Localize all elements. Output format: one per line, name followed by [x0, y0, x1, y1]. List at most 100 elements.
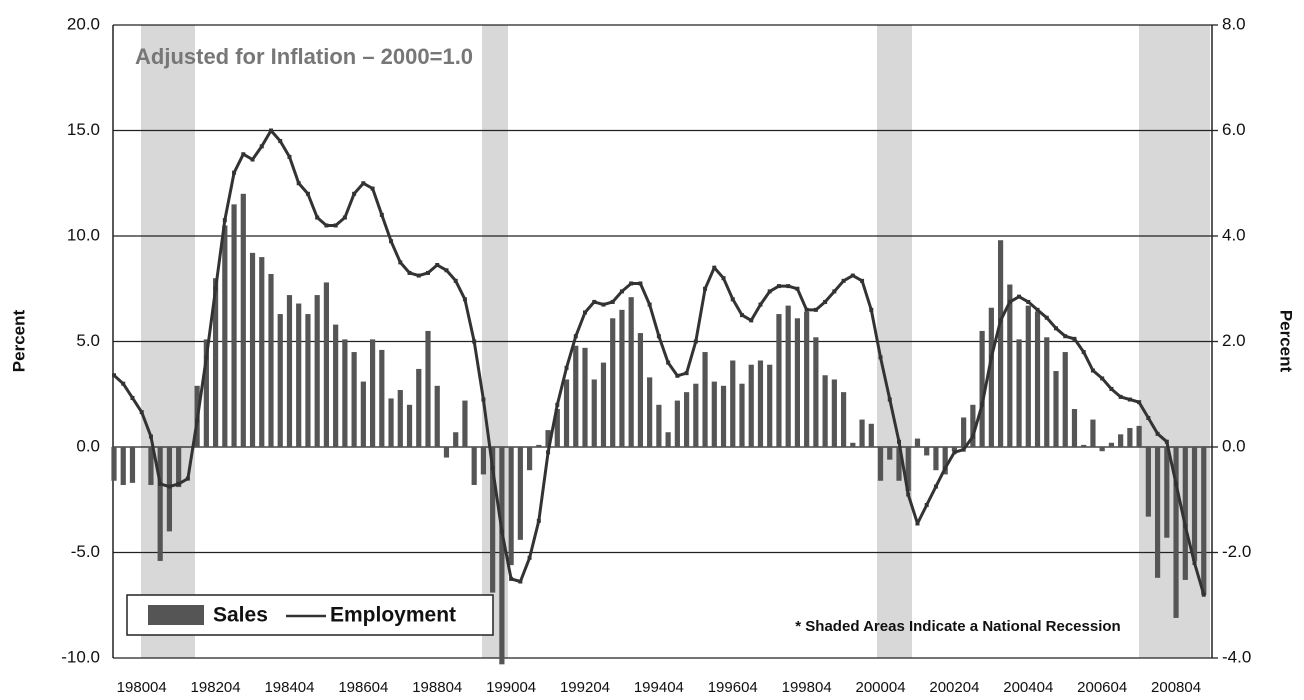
line-point	[1081, 350, 1086, 355]
bar	[831, 379, 837, 447]
line-point	[259, 144, 264, 149]
bar	[397, 390, 403, 447]
bar	[776, 314, 782, 447]
bar	[970, 404, 976, 447]
bar	[268, 273, 274, 447]
line-point	[1155, 431, 1160, 436]
line-point	[813, 307, 818, 312]
bar	[942, 447, 948, 475]
bar	[1044, 337, 1050, 447]
line-point	[1164, 439, 1169, 444]
bar	[129, 447, 136, 483]
line-point	[924, 503, 929, 508]
bar	[887, 447, 893, 460]
line-point	[462, 297, 467, 302]
bar	[924, 447, 930, 456]
line-point	[453, 278, 458, 283]
bar	[988, 307, 994, 447]
marks	[111, 128, 1207, 665]
line-point	[887, 397, 892, 402]
bar	[1053, 371, 1059, 447]
line-point	[1017, 294, 1022, 299]
bar	[111, 447, 117, 481]
bar	[683, 392, 690, 447]
bar	[868, 423, 874, 447]
bar	[1108, 442, 1115, 447]
bar	[1071, 409, 1078, 447]
x-tick-label: 199404	[634, 679, 684, 696]
bar	[637, 333, 644, 447]
bar	[628, 297, 634, 447]
line-point	[592, 299, 597, 304]
y2-tick-label: -2.0	[1222, 542, 1251, 561]
line-point	[1201, 592, 1206, 597]
line-point	[841, 278, 846, 283]
line-point	[1007, 299, 1012, 304]
line-point	[943, 466, 948, 471]
bar	[610, 318, 616, 447]
line-point	[804, 307, 809, 312]
line-point	[952, 450, 957, 455]
bar	[1136, 425, 1142, 447]
line-point	[361, 181, 366, 186]
line-point	[352, 191, 357, 196]
bar	[840, 392, 847, 447]
bar	[573, 345, 579, 447]
line-point	[509, 576, 514, 581]
line-point	[435, 263, 440, 268]
bar	[730, 360, 736, 447]
bar	[286, 295, 293, 447]
y-tick-label: 10.0	[67, 225, 100, 244]
bar	[1062, 352, 1068, 447]
line-point	[703, 286, 708, 291]
line-point	[527, 555, 532, 560]
y-tick-label: 5.0	[76, 331, 100, 350]
line-point	[204, 355, 209, 360]
x-tick-label: 198004	[117, 679, 167, 696]
bar	[1099, 447, 1105, 452]
legend: Sales Employment	[126, 594, 494, 636]
bar	[536, 444, 542, 447]
x-tick-label: 200004	[855, 679, 905, 696]
line-point	[555, 402, 560, 407]
line-point	[472, 339, 477, 344]
bar	[739, 383, 745, 447]
line-point	[1118, 394, 1123, 399]
y-tick-label: 20.0	[67, 14, 100, 33]
x-tick-label: 200204	[929, 679, 979, 696]
line-point	[647, 302, 652, 307]
line-point	[1072, 336, 1077, 341]
bar	[877, 447, 884, 481]
bar	[249, 252, 256, 447]
bar	[351, 352, 357, 447]
x-tick-label: 199804	[782, 679, 832, 696]
x-tick-label: 198404	[264, 679, 314, 696]
line-point	[148, 434, 153, 439]
line-point	[758, 302, 763, 307]
line-point	[980, 402, 985, 407]
line-point	[832, 289, 837, 294]
line-point	[1063, 334, 1068, 339]
line-point	[518, 579, 523, 584]
line-point	[536, 518, 541, 523]
bar	[961, 417, 967, 447]
bar	[240, 193, 246, 447]
line-point	[906, 492, 911, 497]
bar	[166, 447, 173, 532]
bar	[526, 447, 533, 471]
bar	[1154, 447, 1161, 578]
bar	[499, 447, 505, 665]
bar	[471, 447, 477, 485]
bar	[804, 311, 810, 447]
line-point	[749, 318, 754, 323]
line-point	[915, 521, 920, 526]
line-point	[139, 410, 144, 415]
bar	[508, 447, 514, 566]
line-point	[740, 313, 744, 318]
line-point	[167, 484, 172, 489]
bar	[277, 314, 283, 447]
bar	[314, 295, 320, 447]
line-point	[1109, 386, 1114, 391]
bar	[296, 303, 302, 447]
